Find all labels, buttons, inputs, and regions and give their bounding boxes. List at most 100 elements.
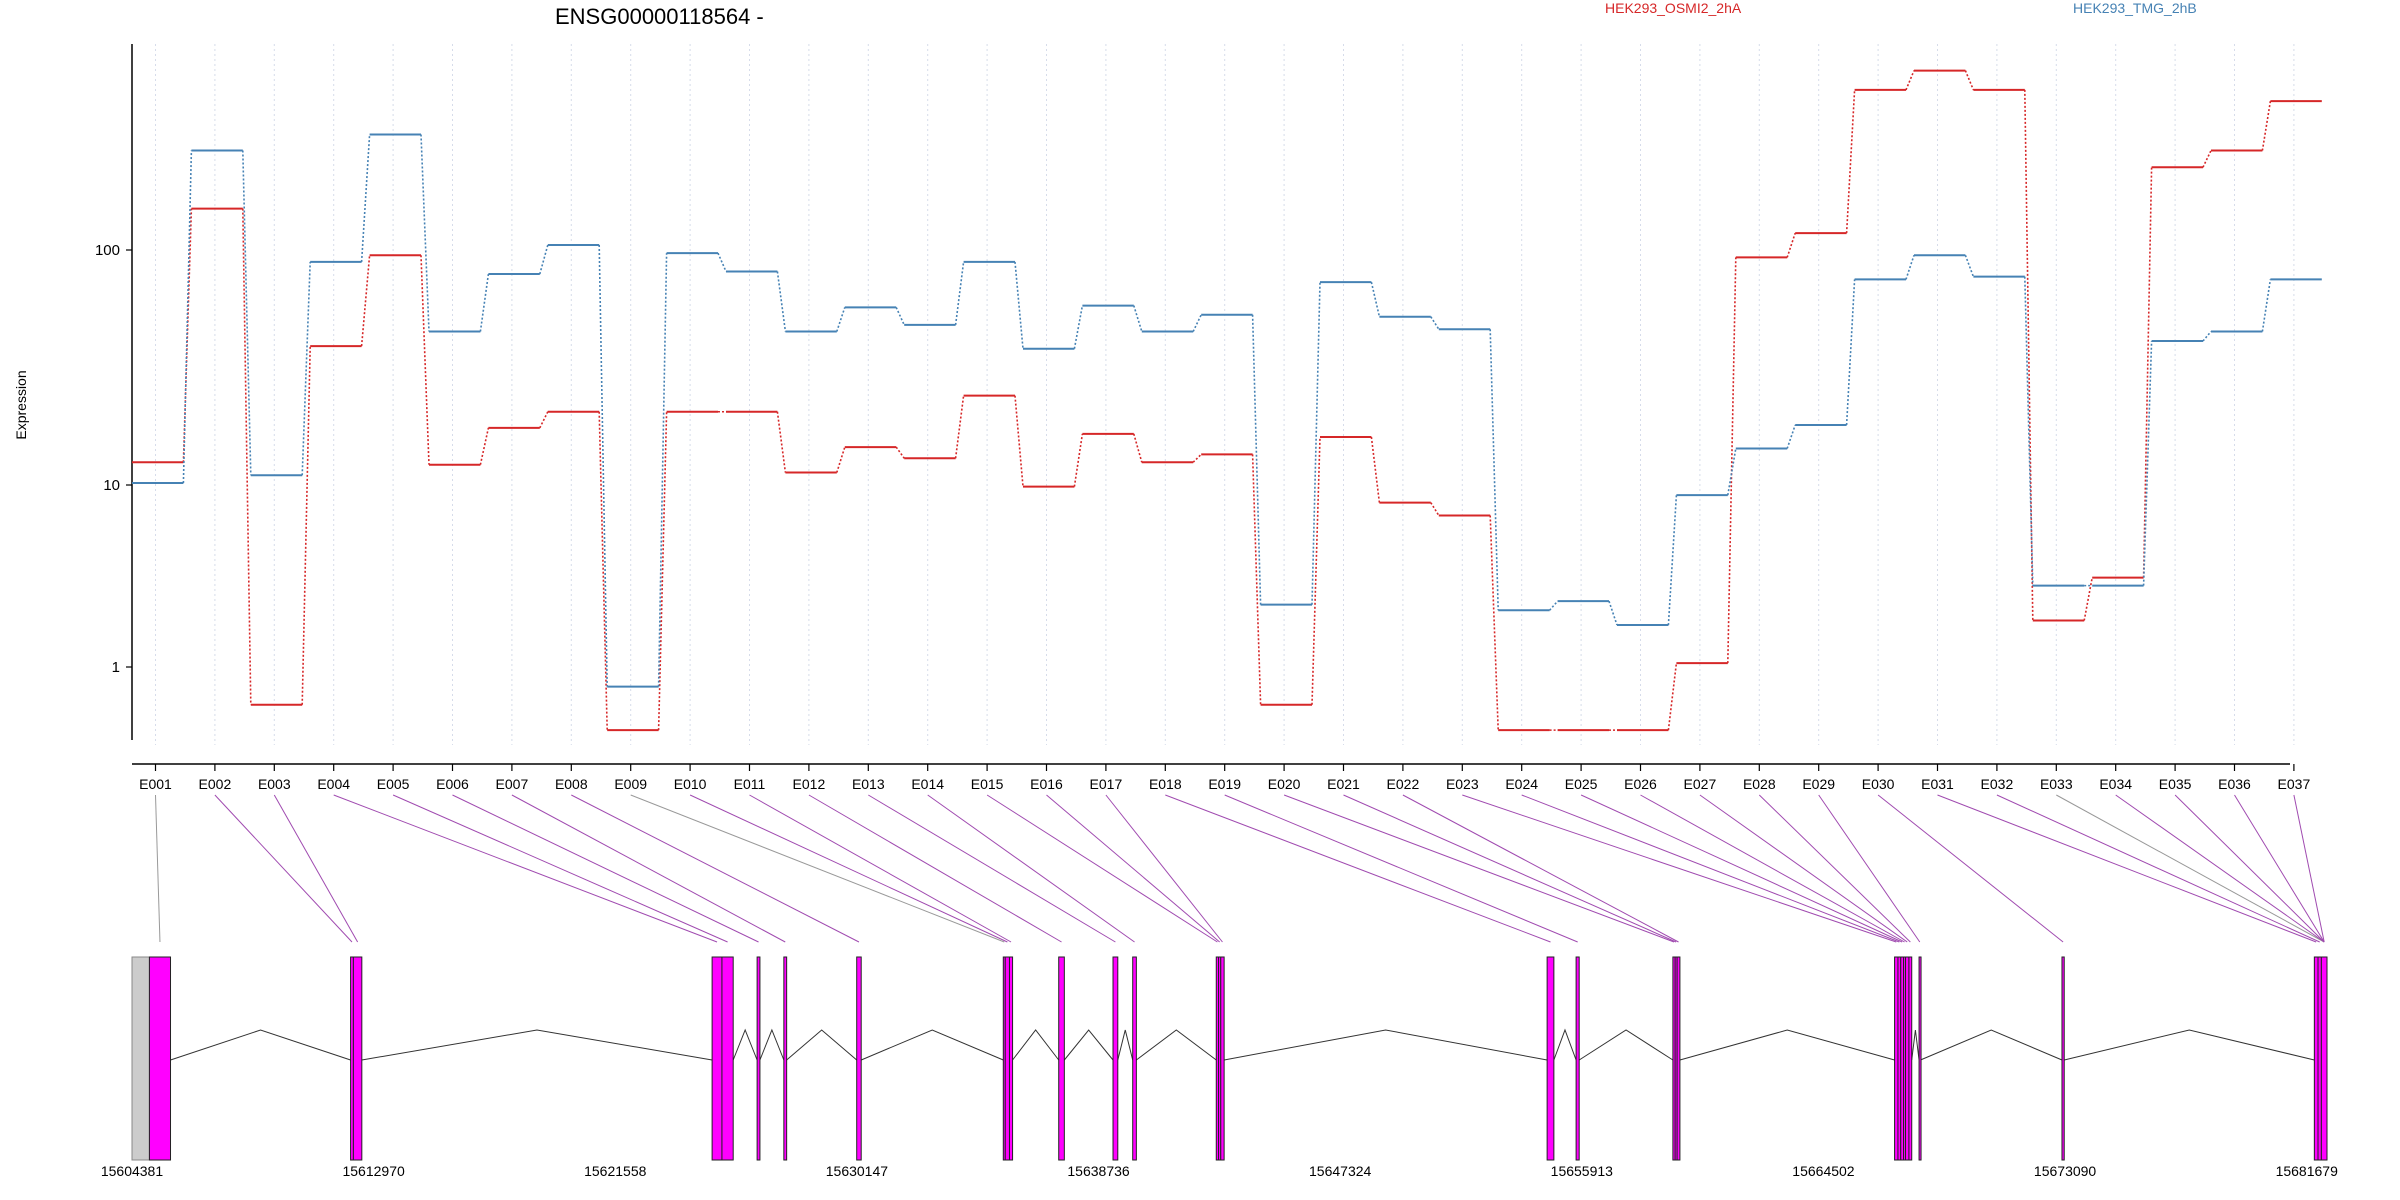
exon-block bbox=[721, 956, 734, 1161]
x-tick-label: E004 bbox=[317, 776, 350, 792]
x-tick-label: E033 bbox=[2040, 776, 2073, 792]
exon-connector bbox=[511, 794, 786, 943]
exon-connector bbox=[2174, 794, 2325, 943]
genomic-tick-label: 15638736 bbox=[1067, 1163, 1130, 1179]
series-transition bbox=[1133, 305, 1143, 332]
series-transition bbox=[776, 411, 787, 473]
series-transition bbox=[1964, 70, 1975, 91]
series-transition bbox=[360, 134, 371, 262]
series-transition bbox=[1727, 448, 1737, 496]
x-tick-label: E005 bbox=[377, 776, 410, 792]
exon-connector bbox=[689, 794, 1008, 943]
noncoding-block bbox=[131, 956, 150, 1161]
series-transition bbox=[836, 446, 846, 473]
series-transition bbox=[479, 427, 490, 465]
gene-model: 15604381 15612970 15621558 15630147 15638736… bbox=[101, 956, 2338, 1179]
exon-block bbox=[1546, 956, 1555, 1161]
x-tick-label: E008 bbox=[555, 776, 588, 792]
axes: 1 10 100 E001 E002 E003 E004 E005 E006 E007 E008 E0… bbox=[95, 44, 2310, 792]
exon-connector bbox=[214, 794, 353, 943]
x-tick-label: E026 bbox=[1624, 776, 1657, 792]
x-tick-label: E019 bbox=[1208, 776, 1241, 792]
series-transition bbox=[1845, 89, 1856, 234]
exon-connector bbox=[1283, 794, 1675, 943]
x-tick-label: E029 bbox=[1802, 776, 1835, 792]
exon-block bbox=[1575, 956, 1580, 1161]
series-1 bbox=[132, 69, 2322, 732]
x-tick-label: E014 bbox=[911, 776, 944, 792]
exon-connector bbox=[2293, 794, 2325, 943]
intron bbox=[1063, 1029, 1114, 1061]
intron bbox=[170, 1029, 351, 1061]
intron bbox=[732, 1028, 758, 1061]
series-transition bbox=[1905, 254, 1915, 280]
series-transition bbox=[301, 346, 311, 705]
series-transition bbox=[954, 261, 965, 326]
series-transition bbox=[182, 150, 193, 483]
y-tick-label: 10 bbox=[103, 477, 120, 494]
exon-block bbox=[1004, 956, 1010, 1161]
x-tick-label: E007 bbox=[496, 776, 529, 792]
series-transition bbox=[2024, 89, 2034, 621]
genomic-tick-label: 15655913 bbox=[1551, 1163, 1614, 1179]
series-transition bbox=[1667, 495, 1678, 626]
exon-connectors bbox=[155, 794, 2325, 943]
series-transition bbox=[895, 446, 905, 459]
exon-block bbox=[1894, 956, 1899, 1161]
legend-entry-series-1: HEK293_OSMI2_2hA bbox=[1605, 0, 1742, 16]
x-tick-label: E016 bbox=[1030, 776, 1063, 792]
exon-connector bbox=[571, 794, 860, 943]
series-transition bbox=[1667, 663, 1678, 731]
x-tick-label: E030 bbox=[1862, 776, 1895, 792]
series-lines bbox=[132, 69, 2322, 732]
x-tick-label: E006 bbox=[436, 776, 469, 792]
x-tick-label: E027 bbox=[1684, 776, 1717, 792]
exon-block bbox=[756, 956, 761, 1161]
series-transition bbox=[1251, 454, 1262, 705]
series-transition bbox=[598, 245, 608, 687]
exon-connector bbox=[927, 794, 1135, 943]
grid-lines bbox=[155, 44, 2295, 745]
x-tick-label: E035 bbox=[2159, 776, 2192, 792]
series-transition bbox=[420, 255, 430, 465]
intron bbox=[1012, 1029, 1060, 1061]
intron bbox=[1920, 1029, 2063, 1061]
intron bbox=[759, 1028, 785, 1061]
x-tick-label: E031 bbox=[1921, 776, 1954, 792]
exon-block bbox=[148, 956, 172, 1161]
exon-connector bbox=[986, 794, 1218, 943]
series-transition bbox=[1133, 433, 1143, 463]
exon-connector bbox=[2234, 794, 2325, 943]
intron bbox=[1136, 1029, 1217, 1061]
exon-connector bbox=[630, 794, 1005, 943]
exon-connector bbox=[1105, 794, 1223, 943]
series-transition bbox=[1489, 329, 1499, 611]
x-tick-label: E037 bbox=[2278, 776, 2311, 792]
series-transition bbox=[1251, 314, 1262, 605]
x-tick-label: E025 bbox=[1565, 776, 1598, 792]
exon-connector bbox=[1818, 794, 1921, 943]
series-transition bbox=[1311, 437, 1321, 705]
exon-block bbox=[1918, 956, 1922, 1161]
intron bbox=[1553, 1028, 1577, 1061]
exon-block bbox=[2317, 956, 2322, 1161]
x-tick-label: E028 bbox=[1743, 776, 1776, 792]
series-transition bbox=[1786, 424, 1796, 449]
x-tick-label: E017 bbox=[1090, 776, 1123, 792]
series-transition bbox=[1073, 433, 1084, 487]
exon-connector bbox=[1343, 794, 1677, 943]
series-transition bbox=[1548, 600, 1559, 611]
series-transition bbox=[242, 208, 252, 705]
intron bbox=[1117, 1029, 1134, 1061]
series-transition bbox=[301, 261, 311, 476]
intron bbox=[1578, 1029, 1674, 1061]
series-transition bbox=[1370, 436, 1381, 503]
series-transition bbox=[954, 395, 965, 459]
series-transition bbox=[1192, 314, 1202, 332]
series-transition bbox=[539, 411, 549, 429]
series-transition bbox=[2261, 101, 2272, 151]
x-tick-label: E009 bbox=[614, 776, 647, 792]
exon-connector bbox=[1937, 794, 2317, 943]
series-transition bbox=[1786, 232, 1796, 258]
